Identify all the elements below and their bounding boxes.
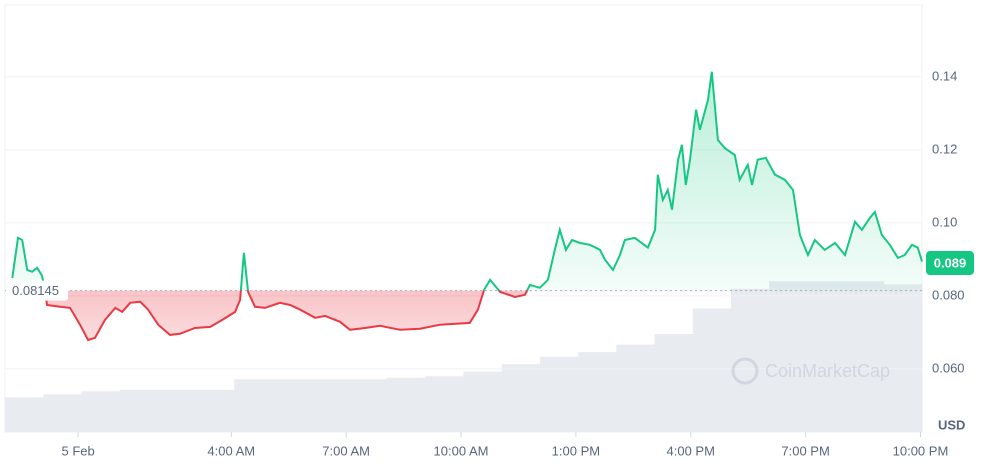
volume-bar bbox=[845, 281, 885, 432]
x-tick-label: 7:00 PM bbox=[781, 443, 829, 458]
x-tick-label: 10:00 PM bbox=[893, 443, 949, 458]
y-tick-label: 0.14 bbox=[932, 68, 957, 83]
y-tick-label: 0.060 bbox=[932, 360, 965, 375]
current-price-label: 0.089 bbox=[934, 255, 967, 270]
watermark-text: CoinMarketCap bbox=[765, 361, 890, 381]
baseline-label: 0.08145 bbox=[12, 283, 59, 298]
y-tick-label: 0.12 bbox=[932, 141, 957, 156]
volume-bar bbox=[119, 389, 159, 432]
volume-bar bbox=[81, 391, 121, 432]
price-area bbox=[12, 71, 923, 341]
volume-bar bbox=[196, 389, 235, 432]
x-tick-label: 4:00 PM bbox=[667, 443, 715, 458]
volume-bar bbox=[883, 284, 923, 432]
watermark: CoinMarketCap bbox=[731, 357, 890, 385]
price-line bbox=[11, 71, 923, 342]
current-price-badge bbox=[926, 251, 974, 276]
volume-bar bbox=[348, 379, 388, 432]
volume-bar bbox=[654, 334, 694, 432]
volume-bar bbox=[616, 344, 656, 432]
x-tick-label: 7:00 AM bbox=[322, 443, 370, 458]
x-tick-label: 1:00 PM bbox=[552, 443, 600, 458]
y-tick-label: 0.10 bbox=[932, 214, 957, 229]
volume-bar bbox=[692, 308, 732, 432]
volume-bar bbox=[463, 371, 503, 432]
volume-bar bbox=[5, 397, 44, 432]
volume-bar bbox=[272, 379, 312, 432]
volume-bar bbox=[578, 352, 617, 432]
volume-bar bbox=[387, 377, 426, 432]
x-tick-label: 4:00 AM bbox=[207, 443, 255, 458]
volume-bar bbox=[234, 379, 273, 432]
volume-bar bbox=[425, 376, 464, 432]
volume-bar bbox=[730, 288, 770, 432]
y-unit: USD bbox=[938, 417, 965, 432]
volume-bar bbox=[43, 394, 82, 432]
volume-bar bbox=[807, 281, 847, 432]
x-tick-label: 10:00 AM bbox=[434, 443, 489, 458]
volume-bar bbox=[310, 379, 350, 432]
volume-bar bbox=[769, 281, 808, 432]
volume-bar bbox=[157, 389, 197, 432]
x-tick-label: 5 Feb bbox=[62, 443, 95, 458]
baseline-label-box bbox=[6, 280, 68, 301]
y-tick-label: 0.080 bbox=[932, 287, 965, 302]
volume-bar bbox=[539, 356, 579, 432]
volume-bar bbox=[501, 364, 541, 432]
